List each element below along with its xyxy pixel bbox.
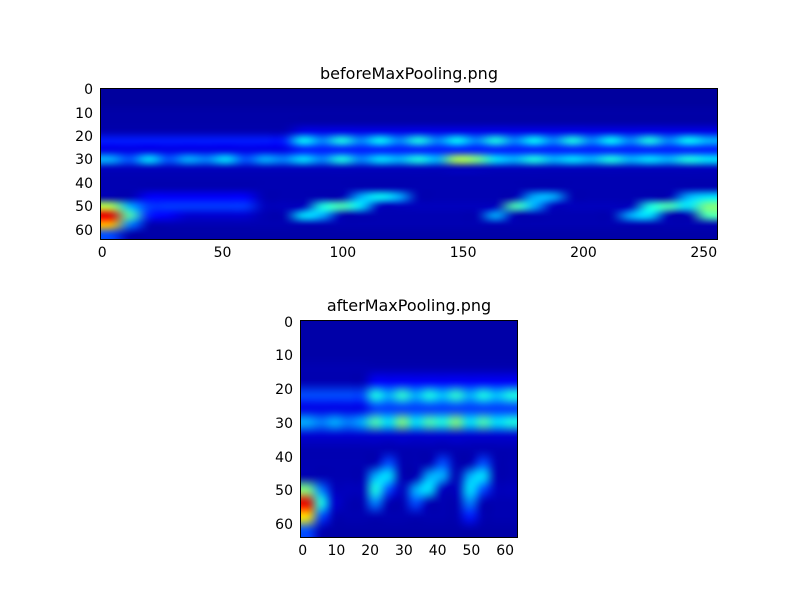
y-tick-label: 40 [75,175,93,192]
x-tick-label: 100 [329,245,357,261]
x-tick-label: 60 [496,543,515,559]
before-maxpooling-heatmap-image [101,89,717,239]
x-tick-label: 150 [449,245,477,261]
after-maxpooling-plot: afterMaxPooling.png 0 10 20 30 40 50 60 0 10 20 30… [275,296,518,558]
y-tick-label: 30 [275,415,293,432]
after-maxpooling-heatmap-image [301,321,517,537]
y-tick-label: 30 [75,152,93,169]
y-tick-label: 10 [75,105,93,122]
before-maxpooling-title: beforeMaxPooling.png [320,64,498,83]
x-tick-label: 10 [327,543,346,559]
x-tick-label: 0 [298,543,308,559]
x-tick-label: 0 [97,245,107,261]
y-tick-label: 10 [275,348,293,365]
x-tick-label: 20 [361,543,380,559]
y-tick-label: 40 [275,449,293,466]
y-tick-label: 60 [75,222,93,239]
x-tick-label: 50 [462,543,481,559]
y-tick-label: 50 [75,199,93,216]
x-tick-label: 50 [213,245,232,261]
x-tick-label: 250 [690,245,718,261]
x-tick-label: 200 [570,245,597,261]
y-tick-label: 0 [84,82,93,99]
y-tick-label: 20 [275,382,293,399]
before-maxpooling-plot: beforeMaxPooling.png 0 10 20 30 40 50 60 0 50 100… [75,64,718,260]
x-tick-label: 40 [428,543,447,559]
y-tick-label: 60 [275,517,293,534]
y-tick-label: 50 [275,483,293,500]
y-tick-label: 0 [284,314,293,331]
x-tick-label: 30 [395,543,413,559]
after-maxpooling-title: afterMaxPooling.png [326,296,492,315]
y-tick-label: 20 [75,129,93,146]
